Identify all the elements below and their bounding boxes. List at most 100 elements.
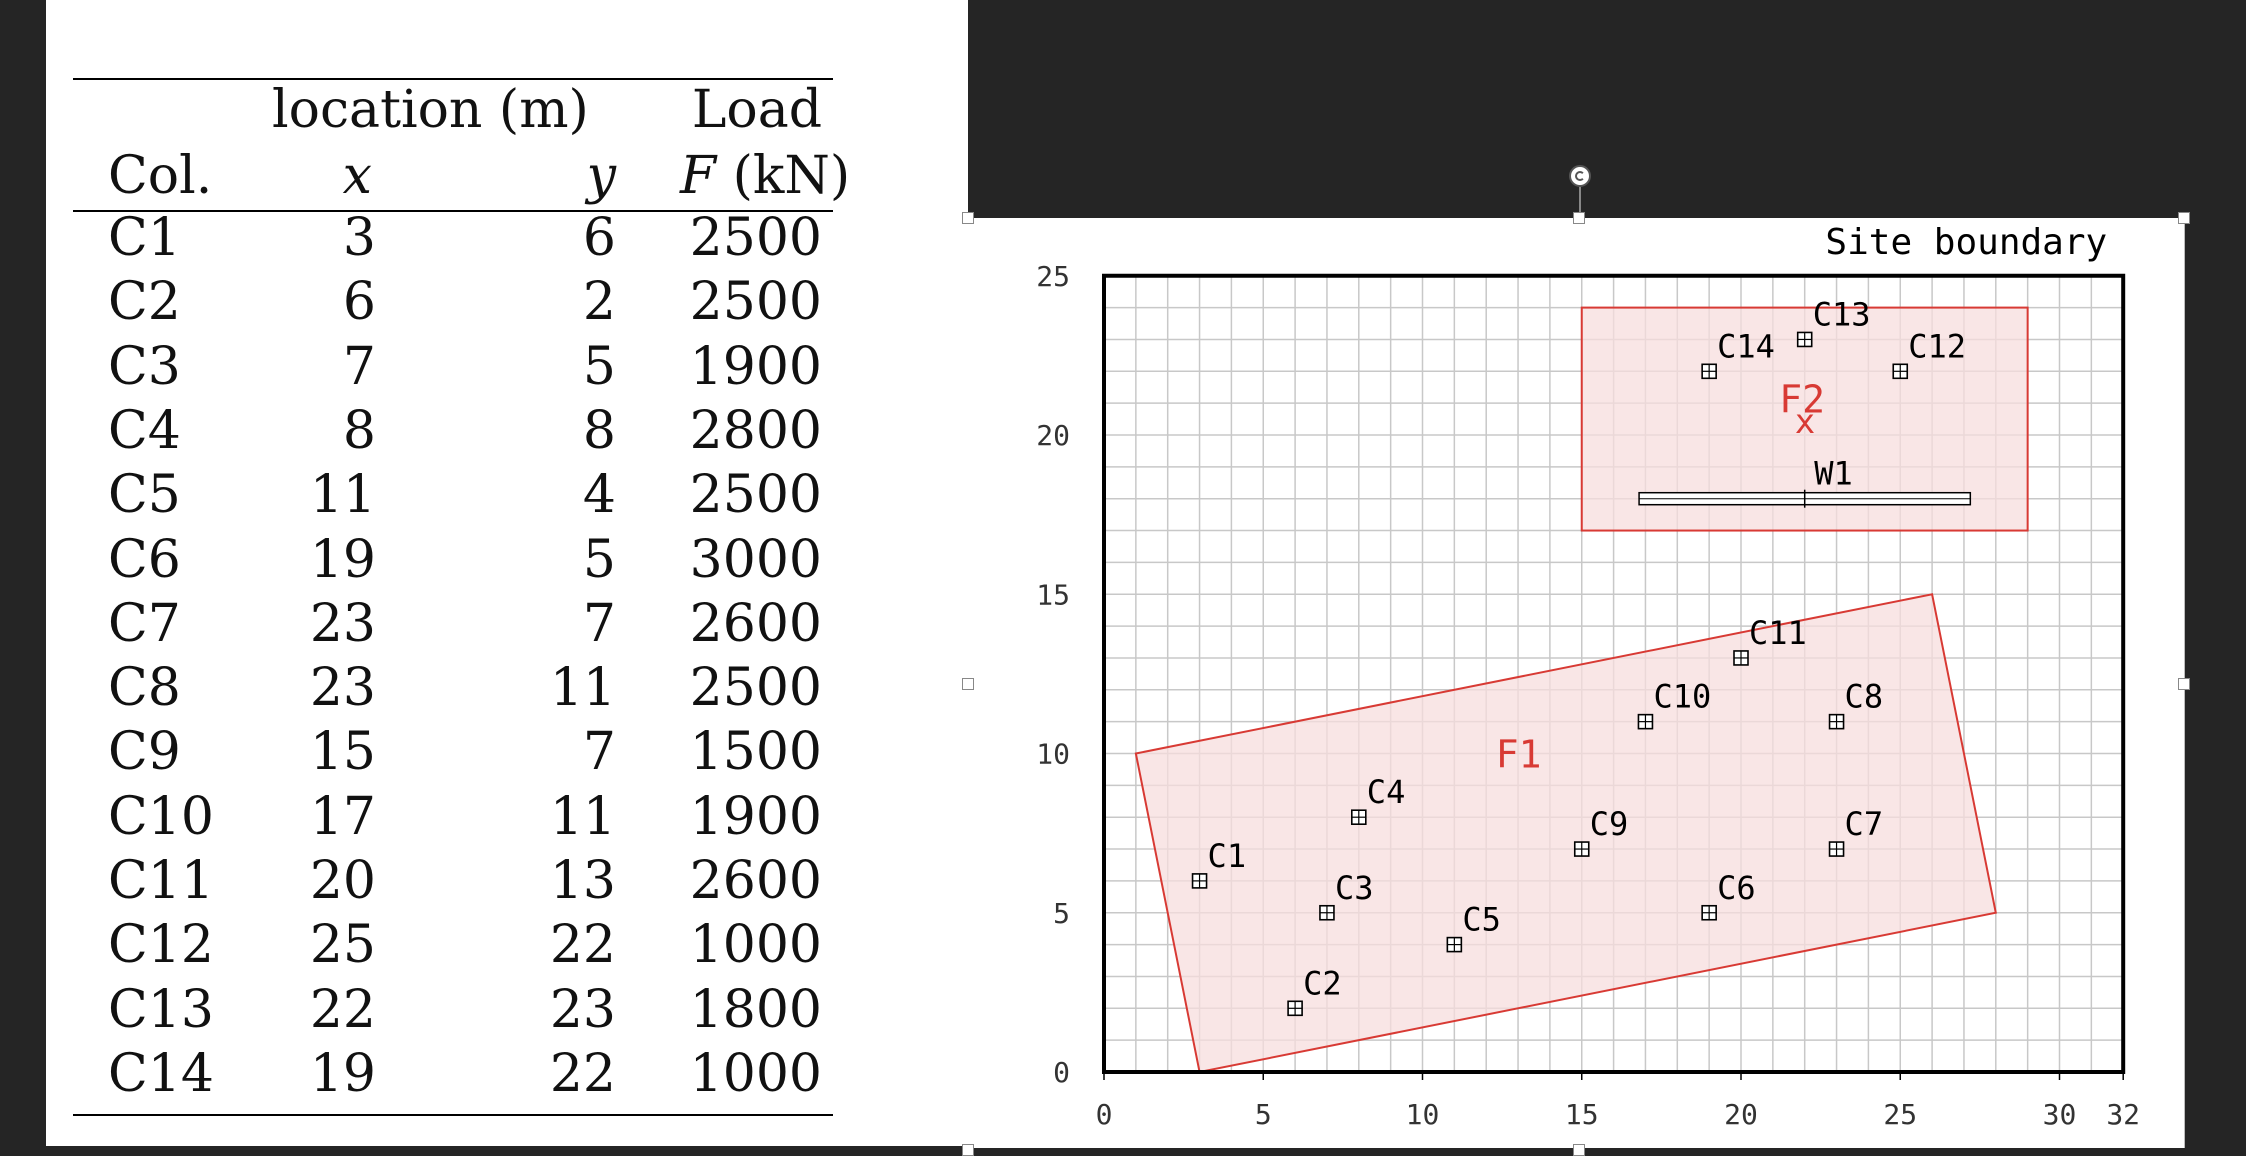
y-tick-label: 15 [1036,578,1070,611]
column-marker: C1 [1191,837,1247,889]
header-f-unit: (kN) [732,146,851,206]
footing-f2-label: F2 [1779,378,1825,422]
y-tick-label: 0 [1053,1056,1070,1089]
wall-w1-label: W1 [1814,455,1853,493]
resize-handle-top-right[interactable] [2178,212,2190,224]
y-tick-label: 10 [1036,738,1070,771]
header-f: F (kN) [680,146,850,206]
column-table-card: location (m) Load Col. x y F (kN) C1 3 6 25… [46,0,968,1146]
table-bottom-rule [73,1114,833,1116]
column-label: C1 [1208,837,1247,875]
x-tick-label: 32 [2106,1098,2140,1131]
table-cell-y: 2 [582,272,616,333]
table-cell-f: 1000 [689,915,822,976]
table-cell-col: C9 [108,722,181,783]
site-plan-figure[interactable]: F1 F2 x W1 Site boundary 0 5 10 15 20 25 30 32 0… [968,218,2184,1148]
y-tick-label: 20 [1036,419,1070,452]
table-cell-x: 19 [309,1043,376,1104]
table-cell-y: 22 [549,915,616,976]
table-cell-col: C12 [108,915,214,976]
column-label: C11 [1749,614,1807,652]
header-x: x [342,146,372,206]
table-cell-col: C7 [108,593,181,654]
rotate-icon[interactable] [1569,165,1591,187]
table-cell-col: C4 [108,400,181,461]
footing-f1-label: F1 [1496,733,1542,777]
table-cell-col: C8 [108,658,181,719]
column-label: C6 [1717,869,1756,907]
resize-handle-middle-left[interactable] [962,678,974,690]
resize-handle-top-left[interactable] [962,212,974,224]
resize-handle-middle-right[interactable] [2178,678,2190,690]
wall-w1: W1 [1638,455,1972,508]
table-cell-col: C10 [108,786,214,847]
table-cell-col: C13 [108,979,214,1040]
table-cell-f: 3000 [689,529,822,590]
table-cell-x: 7 [342,336,376,397]
table-cell-x: 3 [342,208,376,268]
table-cell-col: C6 [108,529,181,590]
column-marker: C7 [1828,805,1884,857]
table-cell-f: 2600 [689,593,822,654]
header-load: Load [691,80,822,140]
table-cell-x: 25 [309,915,376,976]
column-marker: C10 [1637,678,1711,730]
x-tick-label: 15 [1565,1098,1599,1131]
table-cell-f: 2500 [689,208,822,268]
table-cell-f: 1900 [689,786,822,847]
column-label: C8 [1845,678,1884,716]
column-marker: C2 [1287,964,1342,1017]
x-tick-label: 10 [1406,1098,1440,1131]
table-cell-x: 22 [309,979,376,1040]
table-cell-y: 11 [549,658,616,719]
column-label: C2 [1303,964,1342,1002]
table-cell-y: 23 [549,979,616,1040]
table-cell-y: 8 [582,400,616,461]
table-cell-y: 6 [582,208,616,268]
axis-ticks: 0 5 10 15 20 25 30 32 0 5 10 15 20 25 [1036,260,2140,1131]
table-cell-x: 23 [309,593,376,654]
table-cell-x: 19 [309,529,376,590]
resize-handle-bottom-center[interactable] [1573,1144,1585,1156]
table-cell-y: 5 [582,336,616,397]
column-marker: C6 [1701,869,1756,921]
resize-handle-bottom-left[interactable] [962,1144,974,1156]
column-label: C3 [1335,869,1374,907]
header-y: y [586,146,616,206]
column-label: C13 [1813,295,1871,333]
table-header-rule [73,210,833,212]
table-cell-x: 6 [342,272,376,333]
table-cell-f: 1500 [689,722,822,783]
column-label: C12 [1908,327,1966,365]
site-boundary [1102,273,2126,1074]
table-cell-y: 22 [549,1043,616,1104]
table-cell-x: 20 [309,851,376,911]
column-label: C7 [1845,805,1884,843]
column-label: C9 [1590,805,1629,843]
site-plan-svg: F1 F2 x W1 Site boundary 0 5 10 15 20 25 30 320… [1036,222,2140,1131]
left-margin [0,0,46,1156]
table-cell-col: C1 [108,208,181,268]
table-cell-y: 4 [582,465,616,526]
table-top-rule [73,78,833,80]
resize-handle-top-center[interactable] [1573,212,1585,224]
table-cell-x: 15 [309,722,376,783]
x-tick-label: 0 [1096,1098,1113,1131]
column-label: C10 [1653,678,1711,716]
table-cell-y: 7 [582,722,616,783]
table-cell-col: C2 [108,272,181,333]
table-cell-f: 2500 [689,465,822,526]
table-cell-x: 11 [309,465,376,526]
table-cell-x: 23 [309,658,376,719]
table-cell-f: 2500 [689,658,822,719]
table-cell-col: C14 [108,1043,214,1104]
header-col: Col. [108,146,213,206]
column-marker: C5 [1446,901,1501,953]
table-cell-col: C11 [108,851,214,911]
y-tick-label: 25 [1036,260,1070,293]
table-cell-y: 7 [582,593,616,654]
table-cell-f: 2800 [689,400,822,461]
table-cell-f: 2500 [689,272,822,333]
table-cell-f: 2600 [689,851,822,911]
column-marker: C9 [1573,805,1629,857]
